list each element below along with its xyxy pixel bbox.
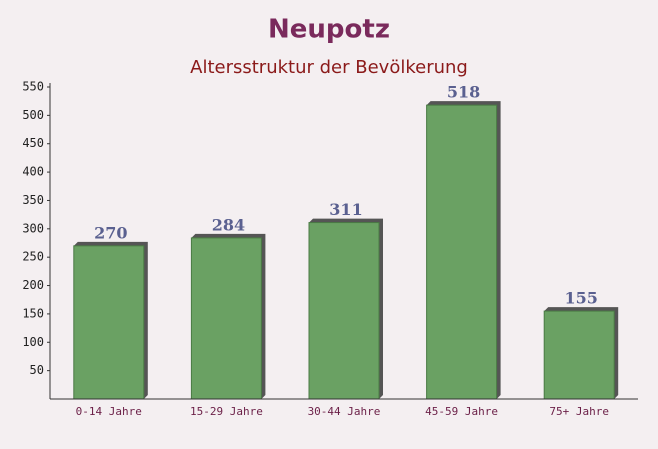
y-tick-label: 400 <box>22 165 44 179</box>
x-tick-label: 15-29 Jahre <box>190 405 263 418</box>
y-tick-label: 350 <box>22 193 44 207</box>
y-tick-label: 250 <box>22 250 44 264</box>
bar <box>426 104 498 400</box>
y-tick-label: 300 <box>22 221 44 235</box>
value-label: 518 <box>447 83 480 102</box>
bar <box>190 237 262 400</box>
value-label: 270 <box>94 223 127 242</box>
chart-title: Neupotz <box>268 15 390 45</box>
y-tick-label: 100 <box>22 335 44 349</box>
bar <box>73 245 145 400</box>
x-tick-label: 0-14 Jahre <box>76 405 142 418</box>
y-tick-label: 450 <box>22 136 44 150</box>
value-label: 155 <box>564 289 597 308</box>
x-tick-label: 75+ Jahre <box>549 405 609 418</box>
bar <box>543 310 615 400</box>
chart-subtitle: Altersstruktur der Bevölkerung <box>190 57 468 78</box>
y-tick-label: 150 <box>22 306 44 320</box>
bar <box>308 222 380 400</box>
x-tick-label: 45-59 Jahre <box>425 405 498 418</box>
value-label: 284 <box>212 215 245 234</box>
value-label: 311 <box>329 200 362 219</box>
x-tick-label: 30-44 Jahre <box>308 405 381 418</box>
y-tick-label: 200 <box>22 278 44 292</box>
y-tick-label: 550 <box>22 80 44 94</box>
y-tick-label: 50 <box>30 363 44 377</box>
y-tick-label: 500 <box>22 108 44 122</box>
